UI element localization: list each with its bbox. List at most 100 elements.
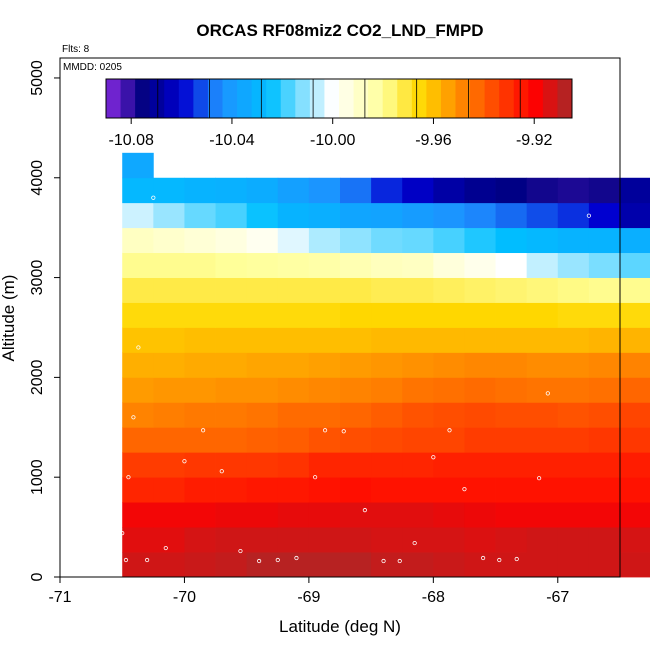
heatmap-cell (495, 202, 528, 229)
heatmap-cell (495, 277, 528, 303)
heatmap-cell (215, 252, 248, 278)
heatmap-cell (620, 252, 650, 278)
sample-point (151, 195, 156, 200)
sample-point (182, 459, 187, 464)
heatmap-cell (526, 302, 559, 328)
sample-point (514, 556, 519, 562)
heatmap-cell (277, 202, 310, 229)
heatmap-cell (557, 377, 590, 403)
heatmap-cell (620, 327, 650, 353)
heatmap-cell (588, 552, 621, 578)
heatmap-cell (402, 427, 434, 453)
heatmap-cell (153, 352, 185, 378)
colorbar-segment (222, 79, 238, 118)
heatmap-cell (588, 402, 621, 428)
heatmap-cell (184, 252, 216, 278)
colorbar-segment (426, 79, 442, 118)
colorbar-segment (382, 79, 398, 118)
colorbar-segment (411, 79, 427, 118)
heatmap-cell (308, 227, 341, 254)
heatmap-cell (308, 477, 341, 503)
colorbar-segment (207, 79, 223, 118)
heatmap-cell (557, 452, 590, 478)
heatmap-cell (464, 402, 496, 428)
heatmap-cell (340, 352, 372, 378)
heatmap-cell (246, 302, 279, 328)
heatmap-cell (620, 502, 650, 528)
heatmap-cell (557, 352, 590, 378)
heatmap-cell (495, 302, 528, 328)
sample-point (537, 476, 542, 481)
heatmap-cell (277, 552, 310, 578)
heatmap-cell (557, 252, 590, 278)
heatmap-cell (122, 352, 154, 378)
heatmap-cell (433, 177, 465, 204)
heatmap-cell (402, 177, 434, 204)
heatmap-cell (495, 177, 528, 204)
heatmap-cell (588, 377, 621, 403)
colorbar-tick-label: -9.96 (415, 132, 452, 149)
heatmap-cell (557, 402, 590, 428)
heatmap-cell (464, 277, 496, 303)
heatmap-cell (402, 327, 434, 353)
heatmap-cell (246, 177, 279, 204)
sample-point (481, 555, 486, 561)
heatmap-cell (215, 552, 248, 578)
heatmap-cell (371, 477, 403, 503)
heatmap-cell (215, 377, 248, 403)
heatmap-cell (246, 202, 279, 229)
heatmap-cell (557, 527, 590, 553)
heatmap-cell (433, 277, 465, 303)
heatmap-cell (433, 477, 465, 503)
heatmap-cell (277, 227, 310, 254)
heatmap-cell (495, 527, 528, 553)
heatmap-cell (464, 552, 496, 578)
heatmap-cell (588, 502, 621, 528)
heatmap-cell (184, 452, 216, 478)
colorbar-segment (295, 79, 311, 118)
colorbar-segment (149, 79, 165, 118)
heatmap-cell (340, 477, 372, 503)
heatmap-cell (620, 402, 650, 428)
colorbar-segment (339, 79, 355, 118)
heatmap-cell (184, 402, 216, 428)
heatmap-cell (308, 177, 341, 204)
sample-point (397, 558, 402, 564)
heatmap-cell (464, 377, 496, 403)
heatmap-cell (464, 252, 496, 278)
heatmap-cell (308, 277, 341, 303)
x-tick-label: -67 (546, 589, 569, 606)
sample-point (447, 428, 452, 433)
heatmap-cell (557, 327, 590, 353)
colorbar-segment (368, 79, 384, 118)
heatmap-cell (122, 327, 154, 353)
x-axis: -71 -70 -69 -68 -67 (48, 577, 569, 606)
heatmap-cell (464, 327, 496, 353)
heatmap-cell (122, 377, 154, 403)
heatmap-cell (246, 552, 279, 578)
heatmap-cell (184, 527, 216, 553)
colorbar-segment (499, 79, 515, 118)
heatmap-cell (184, 502, 216, 528)
colorbar-segment (178, 79, 194, 118)
sample-point (362, 508, 367, 513)
heatmap-cell (495, 327, 528, 353)
heatmap-cell (153, 302, 185, 328)
heatmap-cell (184, 227, 216, 254)
heatmap-cell (433, 352, 465, 378)
heatmap-cell (340, 552, 372, 578)
heatmap-cell (557, 202, 590, 229)
colorbar-segment (120, 79, 136, 118)
heatmap-cell (184, 427, 216, 453)
y-tick-label: 4000 (29, 160, 46, 196)
heatmap-cell (557, 227, 590, 254)
heatmap-cell (277, 527, 310, 553)
x-tick-label: -70 (173, 589, 196, 606)
heatmap-cell (620, 527, 650, 553)
heatmap-cell (122, 202, 154, 229)
heatmap-cell (277, 302, 310, 328)
heatmap-cell (340, 377, 372, 403)
heatmap-cell (215, 327, 248, 353)
heatmap-cell (620, 202, 650, 229)
heatmap-cells (122, 152, 650, 578)
